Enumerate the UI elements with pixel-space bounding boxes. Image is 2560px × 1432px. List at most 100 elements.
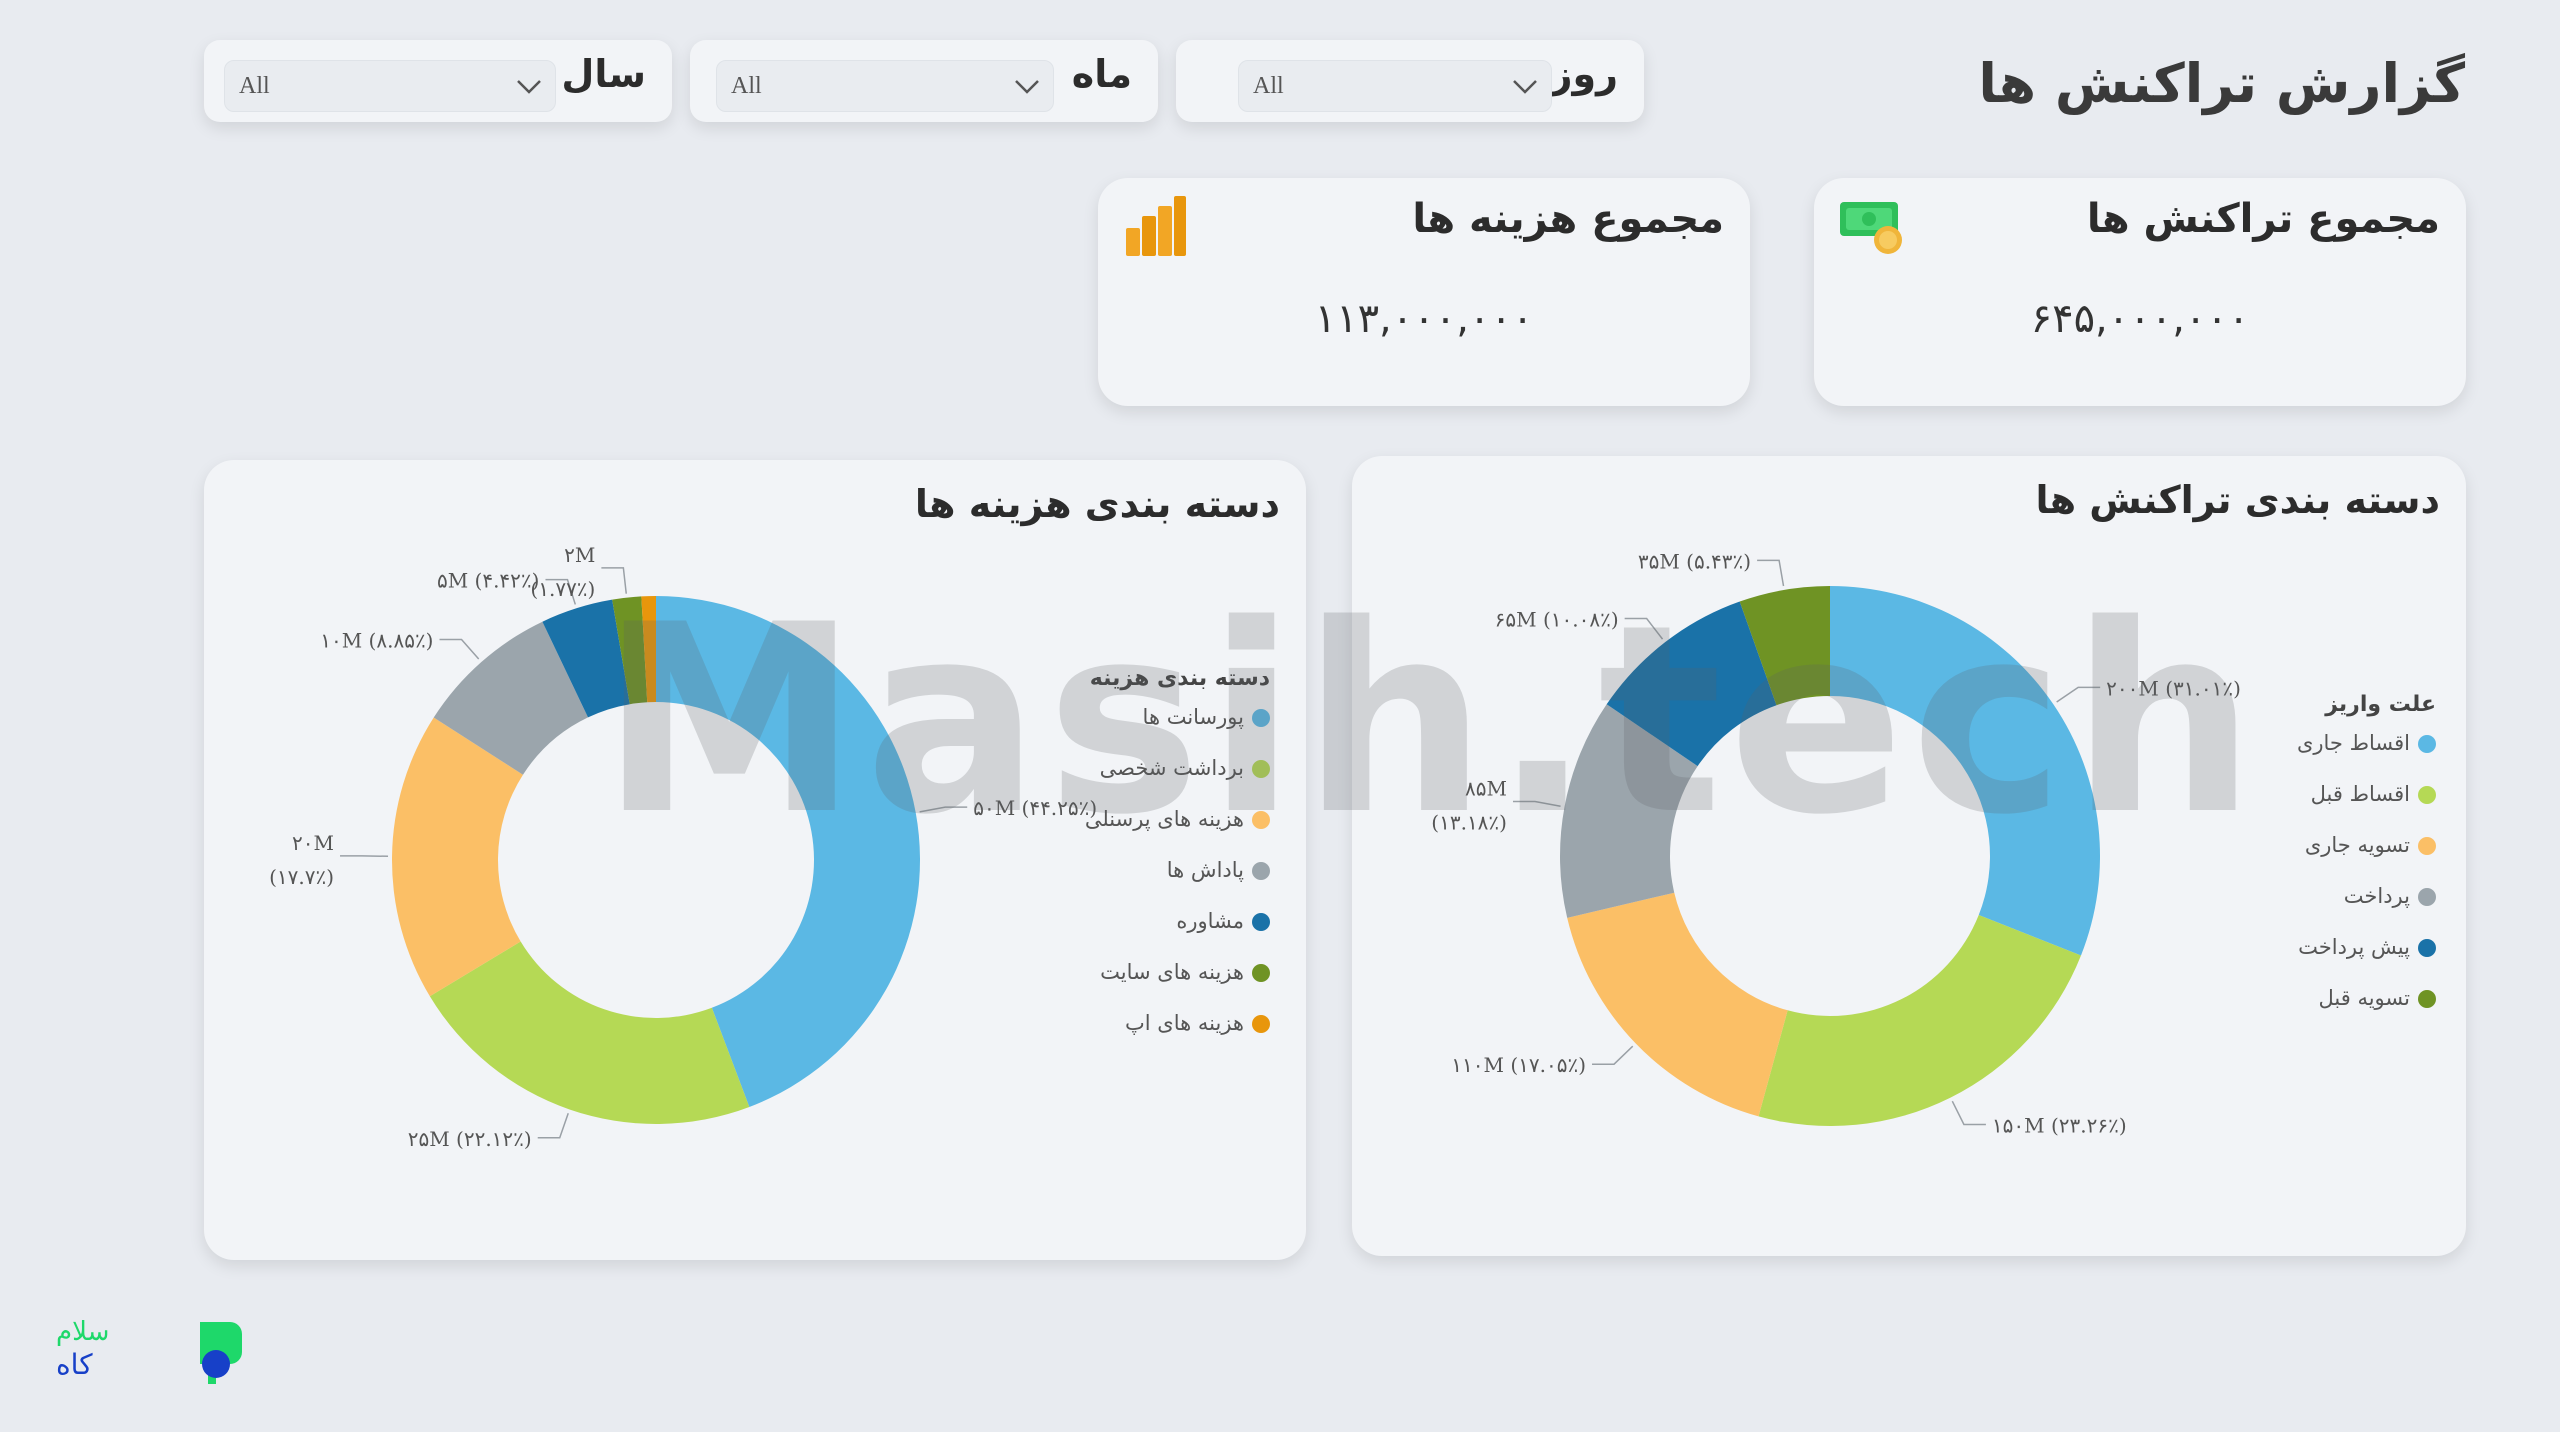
kpi-card-expenses: مجموع هزینه ها ۱۱۳,۰۰۰,۰۰۰ <box>1098 178 1750 406</box>
data-label: ۲۰M <box>292 831 334 855</box>
donut-slice[interactable] <box>1606 601 1777 767</box>
legend-label: هزینه های اپ <box>1125 1011 1244 1035</box>
donut-slice[interactable] <box>1560 704 1698 918</box>
leader-line <box>1624 617 1664 640</box>
legend-label: پرداخت <box>2343 884 2410 908</box>
legend-label: هزینه های سایت <box>1100 960 1244 984</box>
data-label: ۲۵M (۲۲.۱۲٪) <box>408 1127 532 1151</box>
data-label: ۱۵۰M (۲۳.۲۶٪) <box>1992 1113 2127 1137</box>
leader-line <box>1592 1045 1634 1065</box>
legend-item[interactable]: تسویه جاری <box>2297 833 2436 884</box>
leader-line <box>1951 1100 1986 1126</box>
page-title: گزارش تراکنش ها <box>1978 52 2465 115</box>
year-select-value: All <box>239 73 270 99</box>
chevron-down-icon <box>1513 80 1537 94</box>
legend-dot <box>2418 735 2436 753</box>
legend-label: مشاوره <box>1176 909 1244 933</box>
expenses-chart-panel: دسته بندی هزینه ها ۵۰M (۴۴.۲۵٪) ۲۵M (۲۲.۱… <box>204 460 1306 1260</box>
legend-dot <box>1252 811 1270 829</box>
expenses-donut-chart: ۵۰M (۴۴.۲۵٪) ۲۵M (۲۲.۱۲٪) ۲۰M (۱۷.۷٪) ۱۰M (۸… <box>269 543 1097 1151</box>
donut-slice[interactable] <box>1758 914 2081 1126</box>
legend-dot <box>1252 760 1270 778</box>
money-icon <box>1840 202 1902 254</box>
kpi-transactions-value: ۶۴۵,۰۰۰,۰۰۰ <box>2030 296 2250 342</box>
legend-dot <box>2418 888 2436 906</box>
data-label: ۲M <box>564 543 595 567</box>
donut-slice[interactable] <box>656 596 920 1107</box>
transactions-donut-chart: ۲۰۰M (۳۱.۰۱٪) ۱۵۰M (۲۳.۲۶٪) ۱۱۰M (۱۷.۰۵٪) ۸… <box>1431 549 2241 1137</box>
legend-item[interactable]: پیش پرداخت <box>2297 935 2436 986</box>
legend-dot <box>2418 837 2436 855</box>
donut-slice[interactable] <box>1739 586 1830 706</box>
donut-slice[interactable] <box>542 599 630 718</box>
donut-slice[interactable] <box>641 596 656 703</box>
data-label: (۱۷.۷٪) <box>269 865 334 889</box>
chevron-down-icon <box>1015 80 1039 94</box>
legend-dot <box>1252 862 1270 880</box>
kpi-expenses-title: مجموع هزینه ها <box>1412 196 1724 242</box>
month-filter: ماه All <box>690 40 1158 122</box>
month-select[interactable]: All <box>716 60 1054 112</box>
donut-slice[interactable] <box>1830 586 2100 956</box>
data-label: ۱۱۰M (۱۷.۰۵٪) <box>1451 1053 1586 1077</box>
year-filter-label: سال <box>561 52 646 96</box>
legend-label: تسویه قبل <box>2318 986 2411 1010</box>
transactions-chart-panel: دسته بندی تراکنش ها ۲۰۰M (۳۱.۰۱٪) ۱۵۰M (۲… <box>1352 456 2466 1256</box>
month-filter-label: ماه <box>1071 52 1132 96</box>
leader-line <box>1512 800 1561 807</box>
legend-label: پیش پرداخت <box>2298 935 2410 959</box>
day-select-value: All <box>1253 73 1284 99</box>
legend-item[interactable]: پرداخت <box>2297 884 2436 935</box>
legend-dot <box>2418 786 2436 804</box>
legend-label: اقساط قبل <box>2310 782 2410 806</box>
transactions-chart-title: دسته بندی تراکنش ها <box>2035 478 2440 522</box>
donut-slice[interactable] <box>612 596 648 705</box>
legend-item[interactable]: هزینه های سایت <box>1085 960 1270 1011</box>
legend-dot <box>1252 964 1270 982</box>
leader-line <box>919 806 968 813</box>
donut-slice[interactable] <box>392 717 523 997</box>
legend-title: دسته بندی هزینه <box>1089 666 1270 691</box>
legend-dot <box>1252 1015 1270 1033</box>
legend-label: برداشت شخصی <box>1099 756 1244 780</box>
legend-item[interactable]: هزینه های پرسنلی <box>1085 807 1270 858</box>
expenses-chart-title: دسته بندی هزینه ها <box>914 482 1280 526</box>
leader-line <box>439 638 480 660</box>
kpi-transactions-title: مجموع تراکنش ها <box>2086 196 2440 242</box>
year-filter: سال All <box>204 40 672 122</box>
donut-slice[interactable] <box>433 621 589 775</box>
donut-slice[interactable] <box>429 941 750 1124</box>
bar-chart-icon <box>1126 196 1186 256</box>
chevron-down-icon <box>517 80 541 94</box>
kpi-expenses-value: ۱۱۳,۰۰۰,۰۰۰ <box>1314 296 1534 342</box>
transactions-legend: علت واریز اقساط جاری اقساط قبل تسویه جاری پ… <box>2297 692 2436 1037</box>
kpi-card-transactions: مجموع تراکنش ها ۶۴۵,۰۰۰,۰۰۰ <box>1814 178 2466 406</box>
data-label: ۲۰۰M (۳۱.۰۱٪) <box>2106 676 2241 700</box>
data-label: ۳۵M (۵.۴۳٪) <box>1638 549 1751 573</box>
data-label: ۱۰M (۸.۸۵٪) <box>320 629 433 653</box>
data-label: ۸۵M <box>1465 777 1507 801</box>
donut-slice[interactable] <box>1567 892 1788 1117</box>
leader-line <box>601 567 628 594</box>
day-filter: روز All <box>1176 40 1644 122</box>
legend-label: هزینه های پرسنلی <box>1084 807 1244 831</box>
legend-item[interactable]: اقساط جاری <box>2297 731 2436 782</box>
legend-item[interactable]: برداشت شخصی <box>1085 756 1270 807</box>
day-select[interactable]: All <box>1238 60 1552 112</box>
legend-dot <box>2418 990 2436 1008</box>
year-select[interactable]: All <box>224 60 556 112</box>
legend-item[interactable]: مشاوره <box>1085 909 1270 960</box>
data-label: (۱۳.۱۸٪) <box>1431 811 1507 835</box>
legend-item[interactable]: تسویه قبل <box>2297 986 2436 1037</box>
legend-label: پاداش ها <box>1166 858 1244 882</box>
data-label: (۱.۷۷٪) <box>530 577 595 601</box>
expenses-legend: دسته بندی هزینه پورسانت ها برداشت شخصی هزی… <box>1085 666 1270 1062</box>
legend-item[interactable]: پاداش ها <box>1085 858 1270 909</box>
data-label: ۵M (۴.۴۲٪) <box>437 569 540 593</box>
legend-title: علت واریز <box>2325 692 2436 717</box>
legend-item[interactable]: اقساط قبل <box>2297 782 2436 833</box>
leader-line <box>1757 559 1785 587</box>
legend-item[interactable]: پورسانت ها <box>1085 705 1270 756</box>
legend-item[interactable]: هزینه های اپ <box>1085 1011 1270 1062</box>
leader-line <box>545 578 577 605</box>
